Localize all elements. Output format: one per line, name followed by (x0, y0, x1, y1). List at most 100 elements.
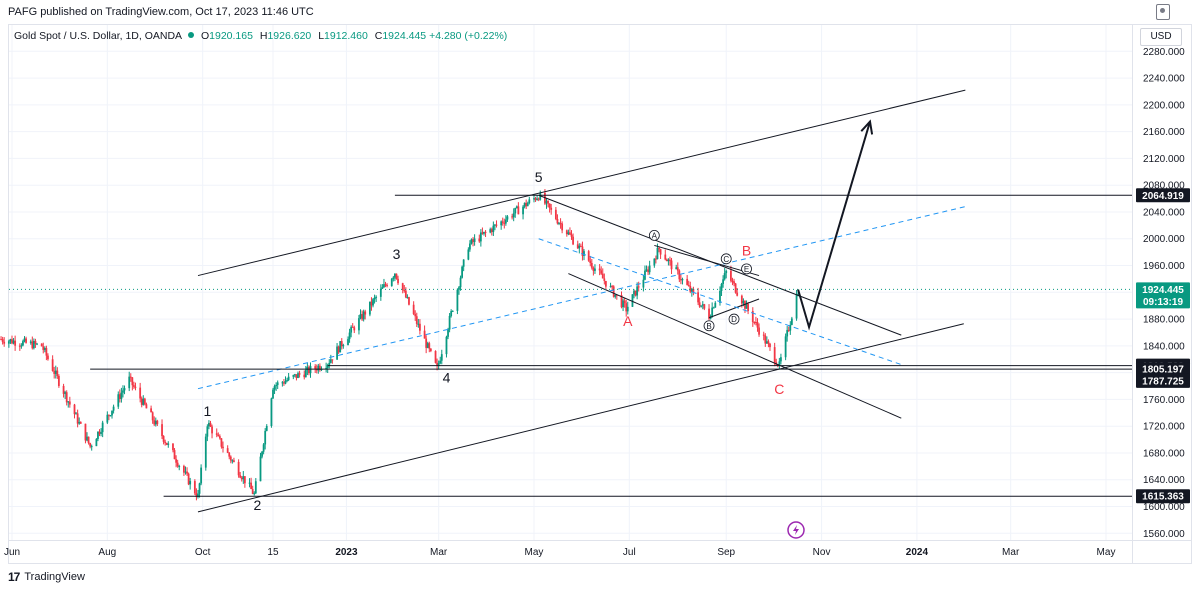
candle-body (637, 286, 640, 288)
candle-body (1, 339, 4, 342)
candle-body (626, 306, 629, 312)
candle-body (275, 385, 278, 387)
candle-body (281, 382, 284, 384)
candle-body (395, 273, 398, 279)
candle-body (56, 370, 59, 376)
y-tick-label: 2200.000 (1143, 100, 1185, 111)
candle-body (536, 198, 539, 200)
candle-body (600, 270, 603, 274)
candle-body (65, 392, 68, 403)
candle-body (328, 362, 331, 365)
candle-body (165, 442, 168, 445)
candle-body (304, 370, 307, 378)
candle-body (231, 460, 234, 462)
candle-body (676, 267, 679, 271)
x-tick-label: 2024 (906, 547, 929, 558)
candle-body (361, 314, 363, 320)
candle-body (51, 359, 54, 371)
candle-body (7, 341, 10, 344)
candle-body (239, 475, 242, 478)
candle-body (204, 436, 207, 468)
chart-frame[interactable] (8, 24, 1192, 564)
candle-body (20, 345, 23, 347)
candle-body (784, 336, 787, 358)
candle-body (0, 339, 2, 341)
candle-body (78, 422, 81, 424)
candle-body (554, 209, 557, 219)
candle-body (429, 348, 432, 351)
candle-body (611, 286, 614, 288)
candle-body (270, 398, 273, 427)
candle-body (154, 420, 157, 425)
symbol-name[interactable]: Gold Spot / U.S. Dollar, 1D, OANDA (14, 30, 183, 42)
candle-body (23, 338, 26, 342)
price-tag-label: 2064.919 (1142, 191, 1184, 202)
candle-body (284, 381, 287, 384)
candle-body (576, 244, 579, 249)
y-tick-label: 2080.000 (1143, 181, 1185, 192)
circled-label-e: E (744, 265, 749, 274)
candle-body (351, 326, 354, 328)
candle-body (348, 332, 351, 340)
candle-body (217, 434, 220, 437)
circled-label-a: A (652, 231, 658, 240)
x-tick-label: Mar (1002, 547, 1020, 558)
close-value: 1924.445 (382, 30, 427, 42)
candle-body (339, 341, 342, 353)
candle-body (134, 386, 137, 388)
candle-body (309, 366, 312, 374)
candle-body (719, 290, 721, 303)
candle-body (161, 424, 163, 437)
candle-body (331, 359, 334, 361)
candle-body (259, 456, 262, 482)
candle-body (240, 477, 243, 480)
currency-button[interactable]: USD (1140, 28, 1182, 46)
candle-body (14, 340, 17, 346)
candle-body (769, 343, 771, 348)
candle-body (383, 284, 385, 288)
x-tick-label: Aug (98, 547, 116, 558)
candle-body (778, 361, 781, 366)
candle-body (9, 339, 12, 342)
candle-body (489, 229, 492, 233)
candle-body (251, 489, 254, 494)
candle-body (129, 376, 132, 378)
candle-body (448, 315, 451, 330)
candle-body (54, 370, 57, 374)
wave-label-4: 4 (443, 370, 451, 386)
candle-body (173, 450, 176, 460)
candle-body (720, 283, 723, 291)
candle-body (511, 216, 514, 218)
candle-body (86, 436, 88, 441)
candle-body (381, 287, 384, 289)
candle-body (789, 324, 792, 331)
candle-body (140, 398, 143, 405)
candle-body (461, 266, 464, 278)
candle-body (648, 265, 651, 273)
candle-body (176, 462, 179, 467)
settings-icon[interactable] (1150, 0, 1176, 24)
candle-body (184, 471, 187, 473)
candle-body (572, 236, 574, 245)
candle-body (687, 284, 690, 286)
candle-body (143, 398, 146, 405)
candle-body (470, 239, 473, 244)
wave-label-c: C (774, 381, 784, 397)
y-tick-label: 2160.000 (1143, 127, 1185, 138)
low-value: 1912.460 (324, 30, 368, 42)
circled-label-ring (728, 313, 740, 325)
x-tick-label: Nov (813, 547, 831, 558)
candle-body (350, 326, 353, 333)
candle-body (656, 247, 659, 260)
candle-body (292, 375, 295, 377)
dashed-trendline (197, 206, 966, 390)
candle-body (503, 222, 506, 224)
candle-body (436, 362, 438, 367)
candle-body (297, 373, 299, 379)
candle-body (545, 200, 548, 204)
candle-body (578, 245, 581, 249)
candle-body (329, 359, 332, 363)
price-tag-bg (1136, 373, 1190, 388)
symbol-legend[interactable]: Gold Spot / U.S. Dollar, 1D, OANDA O1920… (14, 30, 507, 42)
